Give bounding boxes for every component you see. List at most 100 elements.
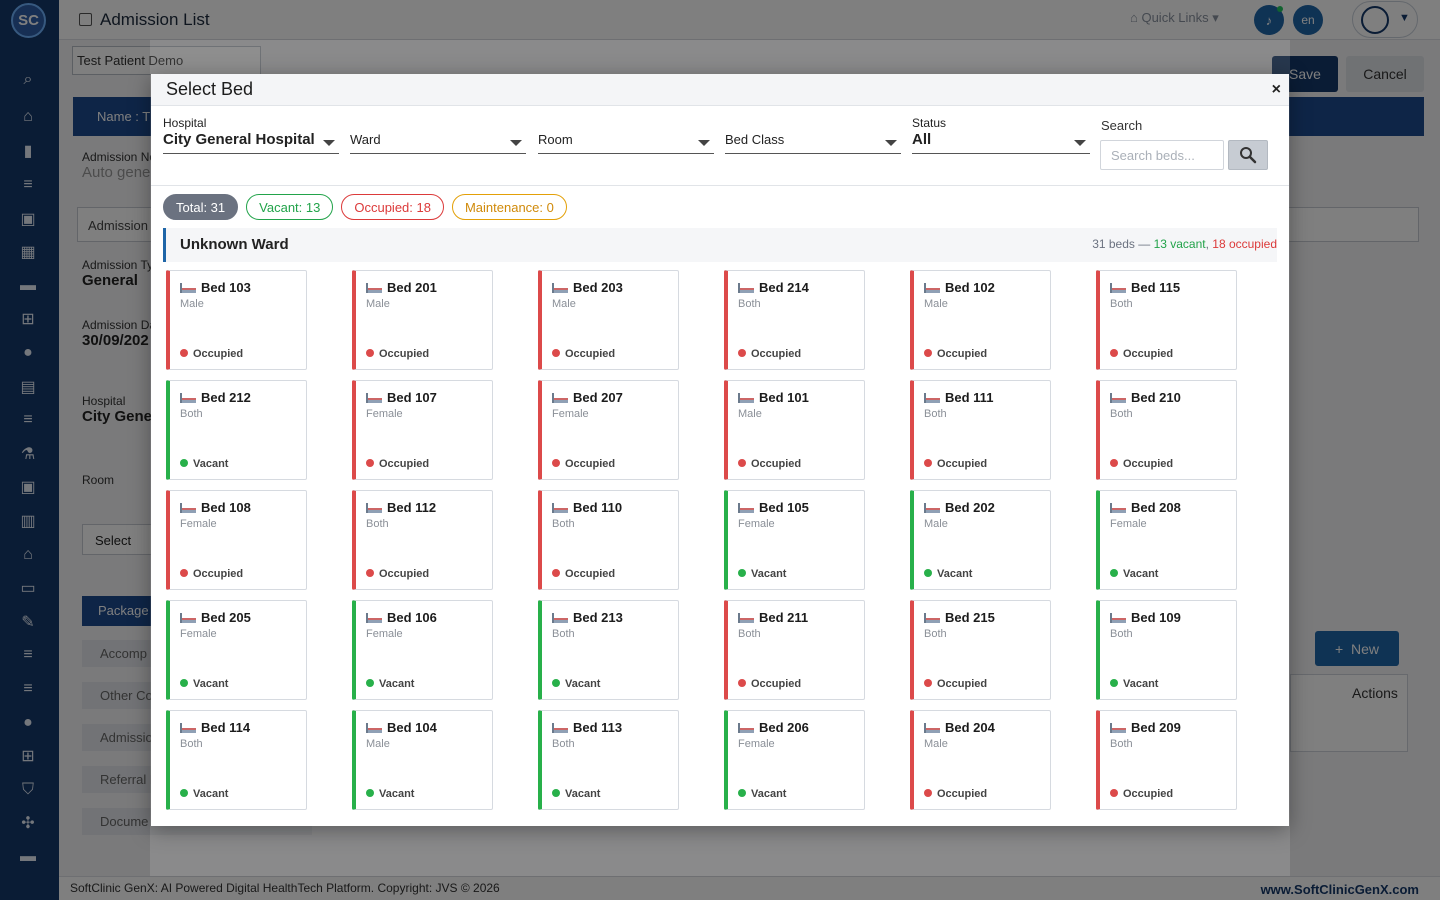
bed-status-label: Occupied [1123, 348, 1174, 360]
bed-status-label: Vacant [193, 458, 229, 470]
bed-title: Bed 201 [366, 280, 437, 295]
bed-card[interactable]: Bed 112 Both Occupied [352, 490, 493, 590]
bed-card[interactable]: Bed 113 Both Vacant [538, 710, 679, 810]
bed-card[interactable]: Bed 215 Both Occupied [910, 600, 1051, 700]
bed-icon [180, 503, 196, 513]
bed-card[interactable]: Bed 201 Male Occupied [352, 270, 493, 370]
bed-title: Bed 214 [738, 280, 809, 295]
bed-icon [366, 283, 382, 293]
bed-card[interactable]: Bed 211 Both Occupied [724, 600, 865, 700]
bed-status: Occupied [924, 678, 987, 690]
bed-card[interactable]: Bed 203 Male Occupied [538, 270, 679, 370]
bed-icon [366, 613, 382, 623]
status-dot-icon [738, 679, 746, 687]
bed-card[interactable]: Bed 214 Both Occupied [724, 270, 865, 370]
bed-card[interactable]: Bed 207 Female Occupied [538, 380, 679, 480]
occupied-badge[interactable]: Occupied: 18 [341, 194, 444, 220]
modal-header: Select Bed × [151, 74, 1289, 106]
bed-gender: Female [366, 408, 403, 420]
bed-card[interactable]: Bed 108 Female Occupied [166, 490, 307, 590]
bed-name: Bed 109 [1131, 610, 1181, 625]
bed-status: Occupied [738, 678, 801, 690]
bed-status-label: Vacant [751, 568, 787, 580]
hospital-filter[interactable]: Hospital City General Hospital [163, 116, 339, 154]
ward-filter[interactable]: Ward [350, 116, 526, 154]
bed-name: Bed 203 [573, 280, 623, 295]
status-dot-icon [1110, 459, 1118, 467]
bed-gender: Both [1110, 298, 1133, 310]
bed-title: Bed 206 [738, 720, 809, 735]
bed-search-input[interactable] [1100, 140, 1224, 170]
bed-card[interactable]: Bed 208 Female Vacant [1096, 490, 1237, 590]
bed-card[interactable]: Bed 104 Male Vacant [352, 710, 493, 810]
status-filter-label: Status [912, 116, 947, 130]
total-badge[interactable]: Total: 31 [163, 194, 239, 220]
bed-title: Bed 107 [366, 390, 437, 405]
bed-status-label: Vacant [379, 678, 415, 690]
close-icon[interactable]: × [1271, 81, 1281, 98]
bed-name: Bed 113 [573, 720, 623, 735]
bed-title: Bed 209 [1110, 720, 1181, 735]
bed-status-label: Occupied [379, 458, 430, 470]
select-bed-modal: Select Bed × Hospital City General Hospi… [151, 74, 1289, 826]
bed-name: Bed 202 [945, 500, 995, 515]
status-dot-icon [552, 569, 560, 577]
maintenance-badge[interactable]: Maintenance: 0 [451, 194, 567, 220]
bed-card[interactable]: Bed 103 Male Occupied [166, 270, 307, 370]
bed-card[interactable]: Bed 111 Both Occupied [910, 380, 1051, 480]
bed-card[interactable]: Bed 210 Both Occupied [1096, 380, 1237, 480]
status-dot-icon [366, 679, 374, 687]
status-dot-icon [552, 679, 560, 687]
bed-card[interactable]: Bed 212 Both Vacant [166, 380, 307, 480]
bed-card[interactable]: Bed 109 Both Vacant [1096, 600, 1237, 700]
bed-title: Bed 111 [924, 390, 993, 405]
status-summary: Total: 31 Vacant: 13 Occupied: 18 Mainte… [163, 194, 567, 220]
bed-name: Bed 209 [1131, 720, 1181, 735]
bed-card[interactable]: Bed 206 Female Vacant [724, 710, 865, 810]
bed-status: Occupied [1110, 348, 1173, 360]
bed-card[interactable]: Bed 110 Both Occupied [538, 490, 679, 590]
bed-title: Bed 211 [738, 610, 808, 625]
bed-status-label: Occupied [565, 458, 616, 470]
bed-icon [738, 283, 754, 293]
bed-card[interactable]: Bed 115 Both Occupied [1096, 270, 1237, 370]
room-filter[interactable]: Room [538, 116, 714, 154]
bed-status-label: Vacant [1123, 678, 1159, 690]
bed-icon [924, 723, 940, 733]
bed-gender: Both [738, 628, 761, 640]
bed-title: Bed 205 [180, 610, 251, 625]
hospital-filter-label: Hospital [163, 116, 207, 130]
bed-card[interactable]: Bed 213 Both Vacant [538, 600, 679, 700]
status-dot-icon [366, 789, 374, 797]
bed-card[interactable]: Bed 202 Male Vacant [910, 490, 1051, 590]
bed-icon [1110, 283, 1126, 293]
bed-card[interactable]: Bed 101 Male Occupied [724, 380, 865, 480]
bed-name: Bed 108 [201, 500, 251, 515]
bed-card[interactable]: Bed 102 Male Occupied [910, 270, 1051, 370]
bed-gender: Female [180, 518, 217, 530]
bed-status-label: Occupied [1123, 788, 1174, 800]
ward-name: Unknown Ward [180, 236, 289, 253]
status-dot-icon [180, 679, 188, 687]
bed-icon [180, 613, 196, 623]
bed-card[interactable]: Bed 205 Female Vacant [166, 600, 307, 700]
vacant-badge[interactable]: Vacant: 13 [246, 194, 334, 220]
status-dot-icon [924, 679, 932, 687]
status-dot-icon [1110, 349, 1118, 357]
bed-title: Bed 104 [366, 720, 437, 735]
search-button[interactable] [1228, 140, 1268, 170]
bed-status: Vacant [738, 788, 786, 800]
bed-card[interactable]: Bed 204 Male Occupied [910, 710, 1051, 810]
bed-card[interactable]: Bed 114 Both Vacant [166, 710, 307, 810]
bed-gender: Male [552, 298, 576, 310]
bed-status-label: Vacant [565, 678, 601, 690]
bed-class-filter[interactable]: Bed Class [725, 116, 901, 154]
bed-card[interactable]: Bed 105 Female Vacant [724, 490, 865, 590]
bed-title: Bed 208 [1110, 500, 1181, 515]
bed-card[interactable]: Bed 209 Both Occupied [1096, 710, 1237, 810]
bed-card[interactable]: Bed 106 Female Vacant [352, 600, 493, 700]
bed-gender: Both [552, 738, 575, 750]
bed-icon [1110, 723, 1126, 733]
status-filter[interactable]: Status All [912, 116, 1090, 154]
bed-card[interactable]: Bed 107 Female Occupied [352, 380, 493, 480]
